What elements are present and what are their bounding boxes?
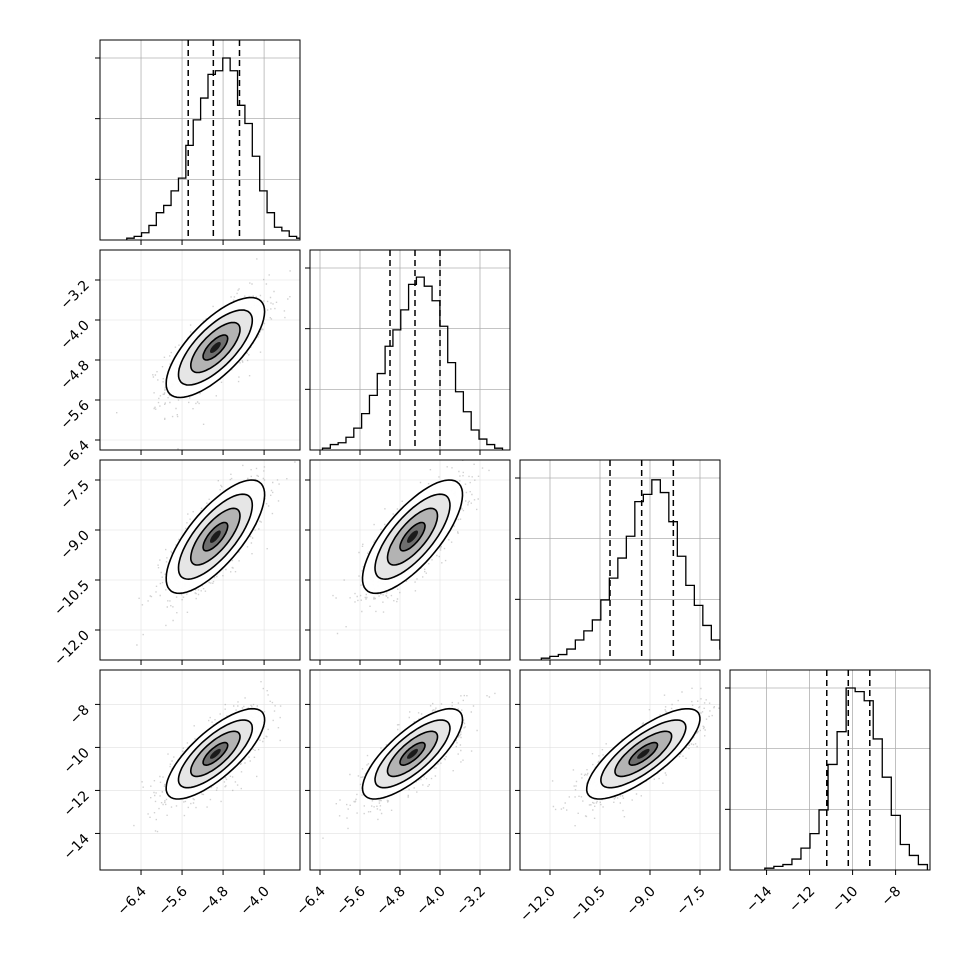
histogram-step — [764, 687, 929, 870]
panel-3-3: −14 −12 −10 −8 — [725, 669, 931, 916]
x-tick-label: −4.8 — [197, 884, 232, 919]
y-tick-label: −6.4 — [57, 437, 92, 472]
x-tick-label: −4.0 — [238, 884, 273, 919]
hist-grid — [520, 460, 720, 660]
x-tick-label: −6.4 — [293, 883, 328, 918]
panel-1-1 — [305, 249, 511, 455]
y-tick-label: −12.0 — [51, 628, 93, 670]
x-tick-label: −4.8 — [373, 884, 408, 919]
y-tick-label: −14 — [61, 831, 93, 863]
panel-frame — [99, 39, 301, 241]
histogram-step — [126, 57, 300, 240]
hist-grid — [730, 670, 930, 870]
panel-frame — [99, 669, 301, 871]
y-tick-label: −8 — [67, 702, 93, 728]
y-tick-label: −9.0 — [57, 528, 92, 563]
panel-frame — [99, 459, 301, 661]
panel-3-0: −6.4 −5.6 −4.8 −4.0 −14 −12 −10 −8 — [61, 669, 301, 919]
x-tick-label: −12 — [786, 884, 818, 916]
y-tick-label: −3.2 — [57, 278, 92, 313]
panel-frame — [309, 249, 511, 451]
panel-frame — [729, 669, 931, 871]
scatter-grid — [310, 670, 510, 870]
x-tick-label: −5.6 — [333, 883, 368, 918]
density-contour — [407, 748, 418, 759]
panel-frame — [99, 249, 301, 451]
panel-2-0: −12.0 −10.5 −9.0 −7.5 — [51, 459, 301, 670]
y-tick-label: −10 — [61, 745, 93, 777]
x-tick-label: −10.5 — [567, 884, 609, 926]
density-contour — [407, 530, 418, 543]
x-tick-label: −3.2 — [453, 884, 488, 919]
panel-0-0 — [95, 39, 301, 245]
x-tick-label: −12.0 — [517, 884, 559, 926]
x-tick-label: −9.0 — [623, 884, 658, 919]
density-contour — [210, 342, 221, 353]
density-contour — [210, 530, 221, 543]
y-tick-label: −5.6 — [57, 397, 92, 432]
density-contour — [637, 748, 650, 759]
panel-frame — [309, 459, 511, 661]
x-tick-label: −10 — [829, 884, 861, 916]
panel-1-0: −6.4 −5.6 −4.8 −4.0 −3.2 — [57, 249, 301, 473]
x-tick-label: −6.4 — [114, 883, 149, 918]
panel-2-2 — [515, 459, 721, 665]
x-tick-label: −14 — [743, 883, 775, 915]
x-tick-label: −5.6 — [156, 883, 191, 918]
y-tick-label: −10.5 — [51, 578, 93, 620]
panel-3-2: −12.0 −10.5 −9.0 −7.5 — [515, 669, 721, 926]
hist-grid — [310, 250, 510, 450]
density-contour — [210, 748, 221, 759]
x-tick-label: −7.5 — [673, 884, 708, 919]
x-tick-label: −8 — [879, 884, 905, 910]
panel-frame — [519, 459, 721, 661]
histogram-step — [321, 276, 504, 450]
panel-frame — [519, 669, 721, 871]
y-tick-label: −4.8 — [57, 358, 92, 393]
y-tick-label: −4.0 — [57, 318, 92, 353]
x-tick-label: −4.0 — [413, 884, 448, 919]
histogram-step — [540, 479, 720, 660]
y-tick-label: −12 — [61, 788, 93, 820]
panel-3-1: −6.4 −5.6 −4.8 −4.0 −3.2 — [293, 669, 511, 919]
panel-2-1 — [305, 459, 511, 665]
hist-grid — [100, 40, 300, 240]
panel-frame — [309, 669, 511, 871]
y-tick-label: −7.5 — [57, 478, 92, 513]
